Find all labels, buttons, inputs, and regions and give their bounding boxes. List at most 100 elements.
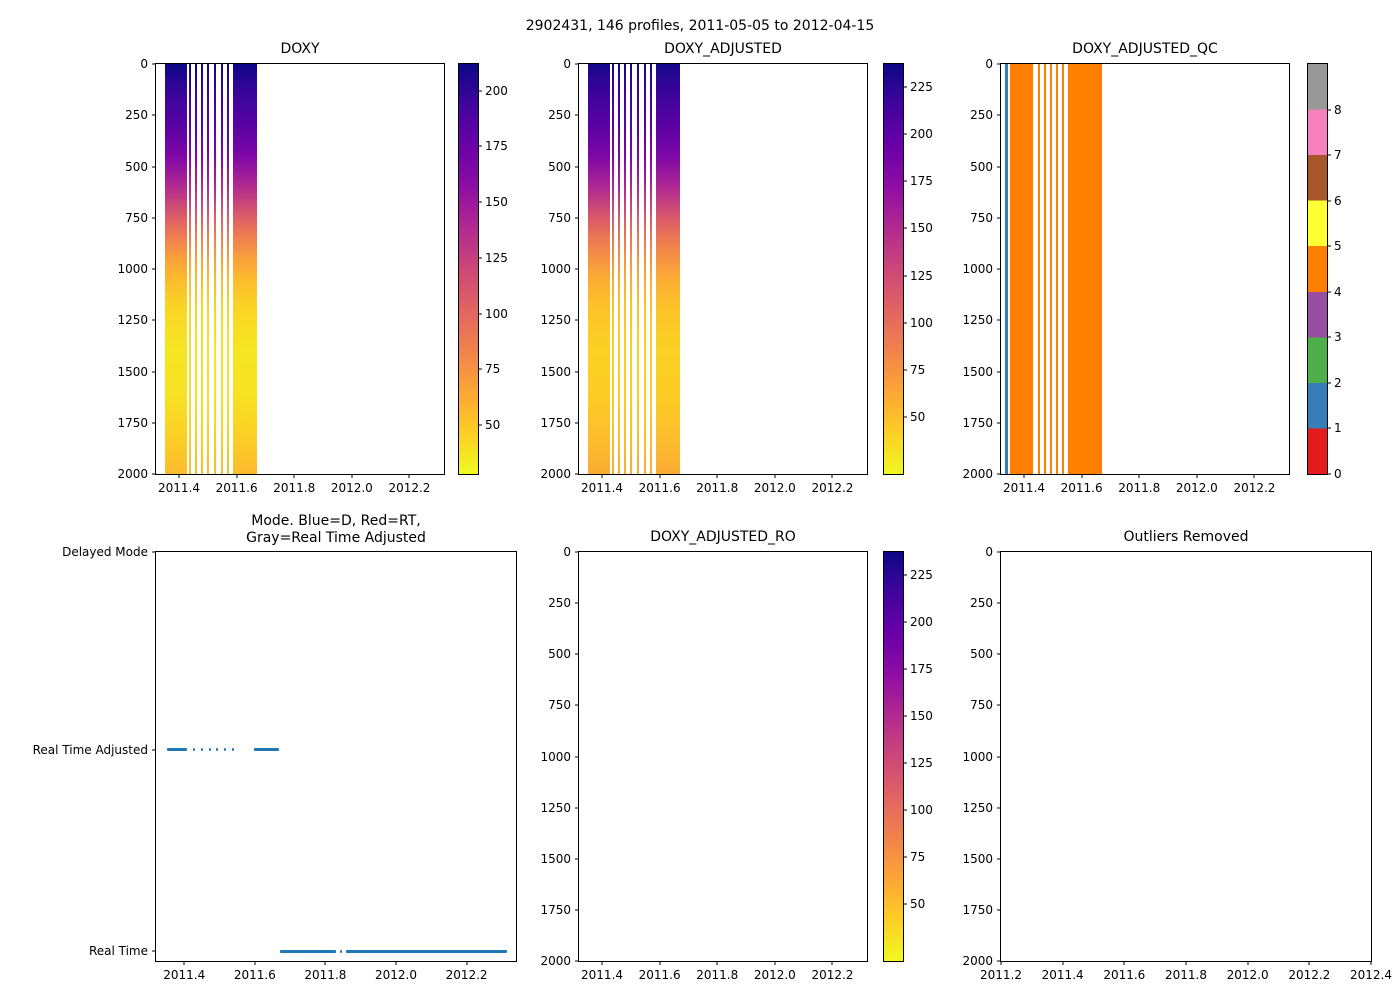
colorbar-tick-label: 100 [910, 315, 933, 330]
y-tick-mark [575, 909, 579, 911]
plot-doxy-adjusted-title: DOXY_ADJUSTED [664, 41, 782, 57]
colorbar-tick-label: 200 [910, 126, 933, 141]
y-tick-mark [997, 114, 1001, 116]
colorbar-tick-mark [478, 90, 482, 92]
x-tick-mark [183, 961, 185, 965]
doxy-profile-column [200, 64, 203, 474]
y-tick-label: 250 [970, 596, 993, 611]
y-tick-mark [997, 268, 1001, 270]
colorbar-tick-mark [478, 368, 482, 370]
y-tick-label: 2000 [962, 954, 993, 968]
mode-line-segment [345, 949, 508, 953]
colorbar-tick-label: 75 [910, 363, 926, 378]
x-tick-mark [178, 474, 180, 478]
x-tick-mark [395, 961, 397, 965]
y-tick-mark [997, 551, 1001, 553]
y-tick-label: 750 [970, 698, 993, 713]
colorbar-tick-mark [903, 621, 907, 623]
colorbar-tick-label: 50 [485, 417, 501, 432]
y-tick-label: 1500 [117, 364, 148, 379]
plot-doxy-adjusted-ro-title: DOXY_ADJUSTED_RO [650, 529, 796, 545]
mode-line-segment [224, 748, 227, 752]
x-tick-label: 2011.8 [696, 968, 739, 982]
colorbar-tick-label: 1 [1334, 421, 1342, 436]
colorbar-tick-mark [903, 856, 907, 858]
colorbar-tick-mark [903, 416, 907, 418]
mode-line-segment [339, 949, 343, 953]
y-tick-label: 1750 [540, 902, 571, 917]
y-tick-label: 1750 [962, 415, 993, 430]
colorbar-tick-mark [903, 369, 907, 371]
doxy-profile-column [188, 64, 191, 474]
x-tick-label: 2011.6 [638, 481, 681, 495]
colorbar-tick-label: 200 [485, 83, 508, 98]
x-tick-mark [1023, 474, 1025, 478]
y-tick-mark [997, 909, 1001, 911]
x-tick-label: 2011.4 [581, 481, 624, 495]
qc-profile-column [1067, 64, 1103, 474]
colorbar-tick-mark [1327, 382, 1331, 384]
x-tick-mark [659, 961, 661, 965]
plot-outliers-removed: Outliers Removed 2011.2 2011.4 2011.6 2011.… [962, 529, 1392, 982]
doxy-profile-column [220, 64, 223, 474]
x-tick-mark [1247, 961, 1249, 965]
colorbar-tick-mark [903, 322, 907, 324]
y-tick-label: 1000 [117, 262, 148, 276]
y-tick-label: 1000 [962, 262, 993, 276]
x-tick-mark [1000, 961, 1002, 965]
y-tick-label: 500 [970, 159, 993, 174]
colorbar-tick-label: 50 [910, 897, 926, 912]
colorbar-tick-label: 100 [910, 803, 933, 818]
plot-doxy-adjusted-ro: DOXY_ADJUSTED_RO 2011.4 2011.6 2011.8 2012.… [540, 529, 868, 982]
y-tick-label: 2000 [540, 954, 571, 968]
y-tick-label: 250 [548, 108, 571, 123]
y-tick-mark [152, 473, 156, 475]
colorbar-tick-mark [903, 275, 907, 277]
plot-outliers-removed-title: Outliers Removed [1123, 529, 1249, 545]
y-tick-mark [575, 653, 579, 655]
y-tick-label: 2000 [962, 467, 993, 481]
y-tick-mark [575, 268, 579, 270]
y-tick-label: 750 [548, 698, 571, 713]
plot-doxy-adjusted: DOXY_ADJUSTED 2011.4 2011.6 2011.8 2012.0 20… [540, 41, 868, 495]
x-tick-label: 2011.4 [581, 968, 624, 982]
plot-doxy-adjusted-qc: DOXY_ADJUSTED_QC 2011.4 2011.6 2011.8 2012.… [962, 41, 1290, 495]
y-tick-mark [152, 422, 156, 424]
colorbar-tick-mark [1327, 291, 1331, 293]
x-tick-mark [1185, 961, 1187, 965]
y-tick-label: 500 [548, 159, 571, 174]
colorbar-tick-mark [478, 424, 482, 426]
colorbar-tick-label: 6 [1334, 193, 1342, 208]
y-tick-label: 1250 [540, 800, 571, 815]
y-tick-label: 750 [970, 210, 993, 225]
colorbar-tick-mark [903, 86, 907, 88]
x-tick-label: 2011.8 [1118, 481, 1161, 495]
y-tick-mark [152, 166, 156, 167]
plot-doxy-adjusted-qc-title: DOXY_ADJUSTED_QC [1072, 41, 1218, 57]
y-tick-mark [575, 319, 579, 321]
y-tick-label: 750 [548, 210, 571, 225]
colorbar-tick-mark [903, 903, 907, 905]
y-tick-mark [997, 63, 1001, 65]
colorbar-tick-label: 75 [485, 362, 501, 377]
x-tick-mark [466, 961, 468, 965]
x-tick-mark [831, 474, 833, 478]
y-tick-mark [152, 63, 156, 65]
y-tick-mark [997, 166, 1001, 167]
y-tick-mark [152, 371, 156, 372]
mode-line-segment [216, 748, 219, 752]
colorbar-tick-label: 175 [485, 139, 508, 154]
y-tick-label: 1250 [962, 313, 993, 328]
x-tick-label: 2011.6 [1103, 968, 1146, 982]
colorbar-tick-label: 5 [1334, 239, 1342, 254]
y-tick-mark [575, 166, 579, 167]
y-tick-label: 0 [985, 545, 993, 559]
x-tick-label: 2012.0 [375, 968, 417, 982]
x-tick-mark [774, 474, 776, 478]
y-tick-mark [152, 114, 156, 116]
y-tick-label: 250 [548, 596, 571, 611]
y-tick-label: 2000 [117, 467, 148, 481]
y-tick-mark [152, 268, 156, 270]
colorbar-tick-mark [478, 145, 482, 147]
x-tick-mark [716, 961, 718, 965]
